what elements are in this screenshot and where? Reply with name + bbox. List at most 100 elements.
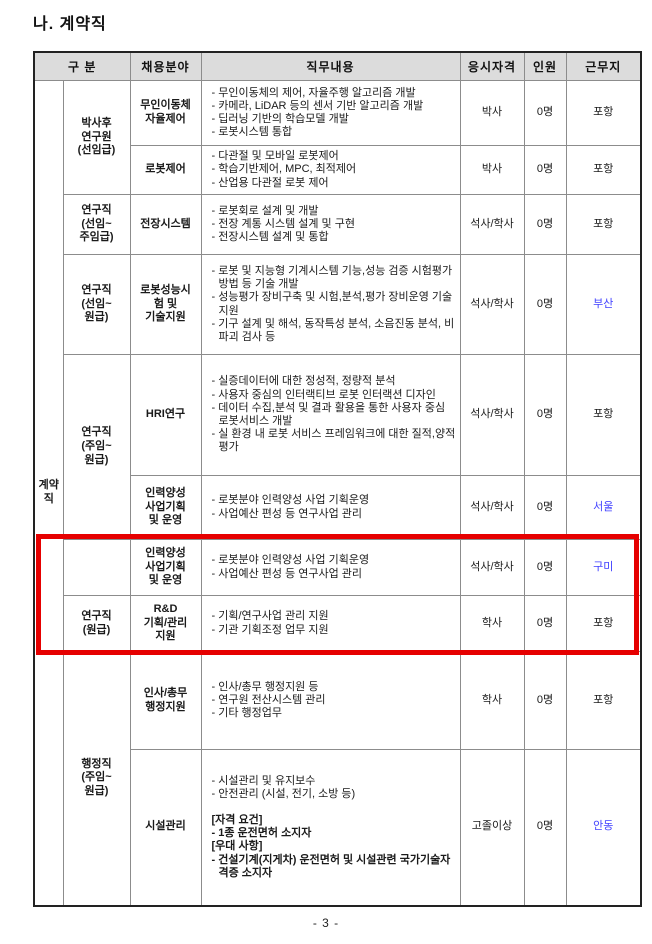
qualification-cell: 석사/학사 xyxy=(459,539,525,596)
location-cell: 구미 xyxy=(565,539,642,596)
location-cell: 포항 xyxy=(565,595,642,652)
duty-line: - 로봇시스템 통합 xyxy=(211,126,293,139)
duties-cell: - 다관절 및 모바일 로봇제어 - 학습기반제어, MPC, 최적제어 - 산업용… xyxy=(200,145,461,195)
contract-type-cell: 계약직 xyxy=(33,80,64,906)
page-number: - 3 - xyxy=(312,916,340,930)
table-body: 계약직 박사후 연구원 (선임급) 무인이동체 자율제어 - 무인이동체의 제어, 자… xyxy=(33,80,642,906)
table-row: 연구직 (주임~ 원급) HRI연구 - 실증데이터에 대한 정성적, 정량적 분석… xyxy=(34,354,642,540)
count-cell: 0명 xyxy=(523,595,567,652)
duty-line: - 산업용 다관절 로봇 제어 xyxy=(211,176,329,189)
duty-line: - 실 환경 내 로봇 서비스 프레임워크에 대한 질적,양적 평가 xyxy=(211,428,456,454)
duty-line: - 성능평가 장비구축 및 시험,분석,평가 장비운영 기술지원 xyxy=(211,291,453,317)
duty-line: - 인사/총무 행정지원 등 xyxy=(211,680,319,693)
duty-line: - 1종 운전면허 소지자 xyxy=(211,827,312,840)
duty-line: - 기획/연구사업 관리 지원 xyxy=(211,610,329,623)
duty-line: - 기타 행정업무 xyxy=(211,707,283,720)
count-cell: 0명 xyxy=(523,749,567,906)
duty-line: - 로봇분야 인력양성 사업 기획운영 xyxy=(211,554,370,567)
qualification-cell: 박사 xyxy=(459,145,525,195)
duty-line: - 사용자 중심의 인터랙티브 로봇 인터랙션 디자인 xyxy=(211,388,436,401)
table-row: 연구직 (선임~ 주임급) 전장시스템 - 로봇회로 설계 및 개발 - 전장 계통 … xyxy=(34,194,642,255)
duty-line: - 로봇 및 지능형 기계시스템 기능,성능 검증 시험평가 방법 등 기술 개… xyxy=(211,264,453,291)
count-cell: 0명 xyxy=(523,194,567,255)
field-cell: 전장시스템 xyxy=(129,194,202,255)
duties-cell: - 로봇분야 인력양성 사업 기획운영 - 사업예산 편성 등 연구사업 관리 xyxy=(200,539,461,596)
location-cell: 포항 xyxy=(565,145,642,195)
table-row: 행정직 (주임~ 원급) 인사/총무 행정지원 - 인사/총무 행정지원 등- 연구… xyxy=(34,651,642,906)
position-group-cell: 박사후 연구원 (선임급) xyxy=(62,80,131,195)
duties-cell: - 무인이동체의 제어, 자율주행 알고리즘 개발 - 카메라, LiDAR 등의… xyxy=(200,80,461,146)
duty-line: - 사업예산 편성 등 연구사업 관리 xyxy=(211,567,363,580)
page-title: 나. 계약직 xyxy=(33,16,107,33)
field-cell: 무인이동체 자율제어 xyxy=(129,80,202,146)
location-cell: 포항 xyxy=(565,194,642,255)
recruitment-table: 구 분 채용분야 직무내용 응시자격 인원 근무지 계약직 박사후 연구원 (선임… xyxy=(33,51,643,907)
location-cell: 서울 xyxy=(565,475,642,540)
count-cell: 0명 xyxy=(523,254,567,355)
duty-line: - 기구 설계 및 해석, 동작특성 분석, 소음진동 분석, 비파괴 검사 등 xyxy=(211,317,455,343)
qualification-cell: 석사/학사 xyxy=(459,354,525,476)
table-header: 구 분 채용분야 직무내용 응시자격 인원 근무지 xyxy=(33,51,642,81)
duties-cell: - 로봇회로 설계 및 개발 - 전장 계통 시스템 설계 및 구현 - 전장시스템… xyxy=(200,194,461,255)
field-cell: 인력양성 사업기획 및 운영 xyxy=(129,475,202,540)
field-cell: 인력양성 사업기획 및 운영 xyxy=(129,539,202,596)
field-cell: 로봇성능시 험 및 기술지원 xyxy=(129,254,202,355)
duty-line: - 사업예산 편성 등 연구사업 관리 xyxy=(211,507,363,520)
duty-line: - 카메라, LiDAR 등의 센서 기반 알고리즘 개발 xyxy=(211,99,424,112)
table-row: 로봇제어 - 다관절 및 모바일 로봇제어 - 학습기반제어, MPC, 최적제어 -… xyxy=(34,145,642,195)
field-cell: 로봇제어 xyxy=(129,145,202,195)
duty-line: [우대 사항] xyxy=(211,840,263,853)
duty-line: - 무인이동체의 제어, 자율주행 알고리즘 개발 xyxy=(211,86,416,99)
qualification-cell: 석사/학사 xyxy=(459,194,525,255)
duty-line: - 딥러닝 기반의 학습모델 개발 xyxy=(211,113,349,125)
duty-line: - 로봇회로 설계 및 개발 xyxy=(211,204,319,217)
duty-line: - 다관절 및 모바일 로봇제어 xyxy=(211,150,339,163)
duty-line: - 데이터 수집,분석 및 결과 활용을 통한 사용자 중심 로봇서비스 개발 xyxy=(211,401,446,427)
duties-cell: - 실증데이터에 대한 정성적, 정량적 분석 - 사용자 중심의 인터랙티브 로… xyxy=(200,354,461,476)
duties-cell: - 로봇 및 지능형 기계시스템 기능,성능 검증 시험평가 방법 등 기술 개… xyxy=(200,254,461,355)
header-row: 구 분 채용분야 직무내용 응시자격 인원 근무지 xyxy=(33,51,642,81)
qualification-cell: 고졸이상 xyxy=(459,749,525,906)
duties-cell: - 기획/연구사업 관리 지원 - 기관 기획조정 업무 지원 xyxy=(200,595,461,652)
header-duties: 직무내용 xyxy=(200,51,461,81)
table-row: 계약직 박사후 연구원 (선임급) 무인이동체 자율제어 - 무인이동체의 제어, 자… xyxy=(33,80,642,906)
duty-line: - 연구원 전산시스템 관리 xyxy=(211,693,326,706)
table-row: 인력양성 사업기획 및 운영 - 로봇분야 인력양성 사업 기획운영 - 사업예산 … xyxy=(34,539,642,596)
table-row: 인력양성 사업기획 및 운영 - 로봇분야 인력양성 사업 기획운영 - 사업예산 … xyxy=(34,475,642,540)
field-cell: 인사/총무 행정지원 xyxy=(129,651,202,750)
duties-cell: - 인사/총무 행정지원 등- 연구원 전산시스템 관리 - 기타 행정업무 xyxy=(200,651,461,750)
header-qualification: 응시자격 xyxy=(459,51,525,81)
duty-line: - 실증데이터에 대한 정성적, 정량적 분석 xyxy=(211,375,396,388)
header-gubun: 구 분 xyxy=(33,51,131,81)
qualification-cell: 학사 xyxy=(459,595,525,652)
count-cell: 0명 xyxy=(523,475,567,540)
duty-line: - 안전관리 (시설, 전기, 소방 등) xyxy=(211,787,356,800)
count-cell: 0명 xyxy=(523,354,567,476)
location-cell: 안동 xyxy=(565,749,642,906)
duty-line: - 건설기계(지게차) 운전면허 및 시설관련 국가기술자격증 소지자 xyxy=(211,853,451,879)
table-row: 연구직 (선임~ 원급) 로봇성능시 험 및 기술지원 - 로봇 및 지능형 기계시… xyxy=(34,254,642,355)
location-cell: 부산 xyxy=(565,254,642,355)
location-cell: 포항 xyxy=(565,354,642,476)
header-field: 채용분야 xyxy=(129,51,202,81)
position-group-cell xyxy=(62,539,131,596)
qualification-cell: 석사/학사 xyxy=(459,254,525,355)
table-row: 연구직 (원급) R&D 기획/관리 지원 - 기획/연구사업 관리 지원 - 기관 … xyxy=(34,595,642,652)
table-row: 시설관리 - 시설관리 및 유지보수 - 안전관리 (시설, 전기, 소방 등) [자… xyxy=(34,749,642,906)
header-count: 인원 xyxy=(523,51,567,81)
count-cell: 0명 xyxy=(523,80,567,146)
location-cell: 포항 xyxy=(565,80,642,146)
duty-line: - 시설관리 및 유지보수 xyxy=(211,774,316,787)
field-cell: R&D 기획/관리 지원 xyxy=(129,595,202,652)
duty-line: - 전장 계통 시스템 설계 및 구현 xyxy=(211,217,355,230)
position-group-cell: 연구직 (선임~ 주임급) xyxy=(62,194,131,255)
field-cell: 시설관리 xyxy=(129,749,202,906)
position-group-cell: 행정직 (주임~ 원급) xyxy=(62,651,131,906)
location-cell: 포항 xyxy=(565,651,642,750)
field-cell: HRI연구 xyxy=(129,354,202,476)
qualification-cell: 박사 xyxy=(459,80,525,146)
duty-line: - 학습기반제어, MPC, 최적제어 xyxy=(211,163,357,176)
position-group-cell: 연구직 (원급) xyxy=(62,595,131,652)
duties-cell: - 시설관리 및 유지보수 - 안전관리 (시설, 전기, 소방 등) [자격 요건… xyxy=(200,749,461,906)
